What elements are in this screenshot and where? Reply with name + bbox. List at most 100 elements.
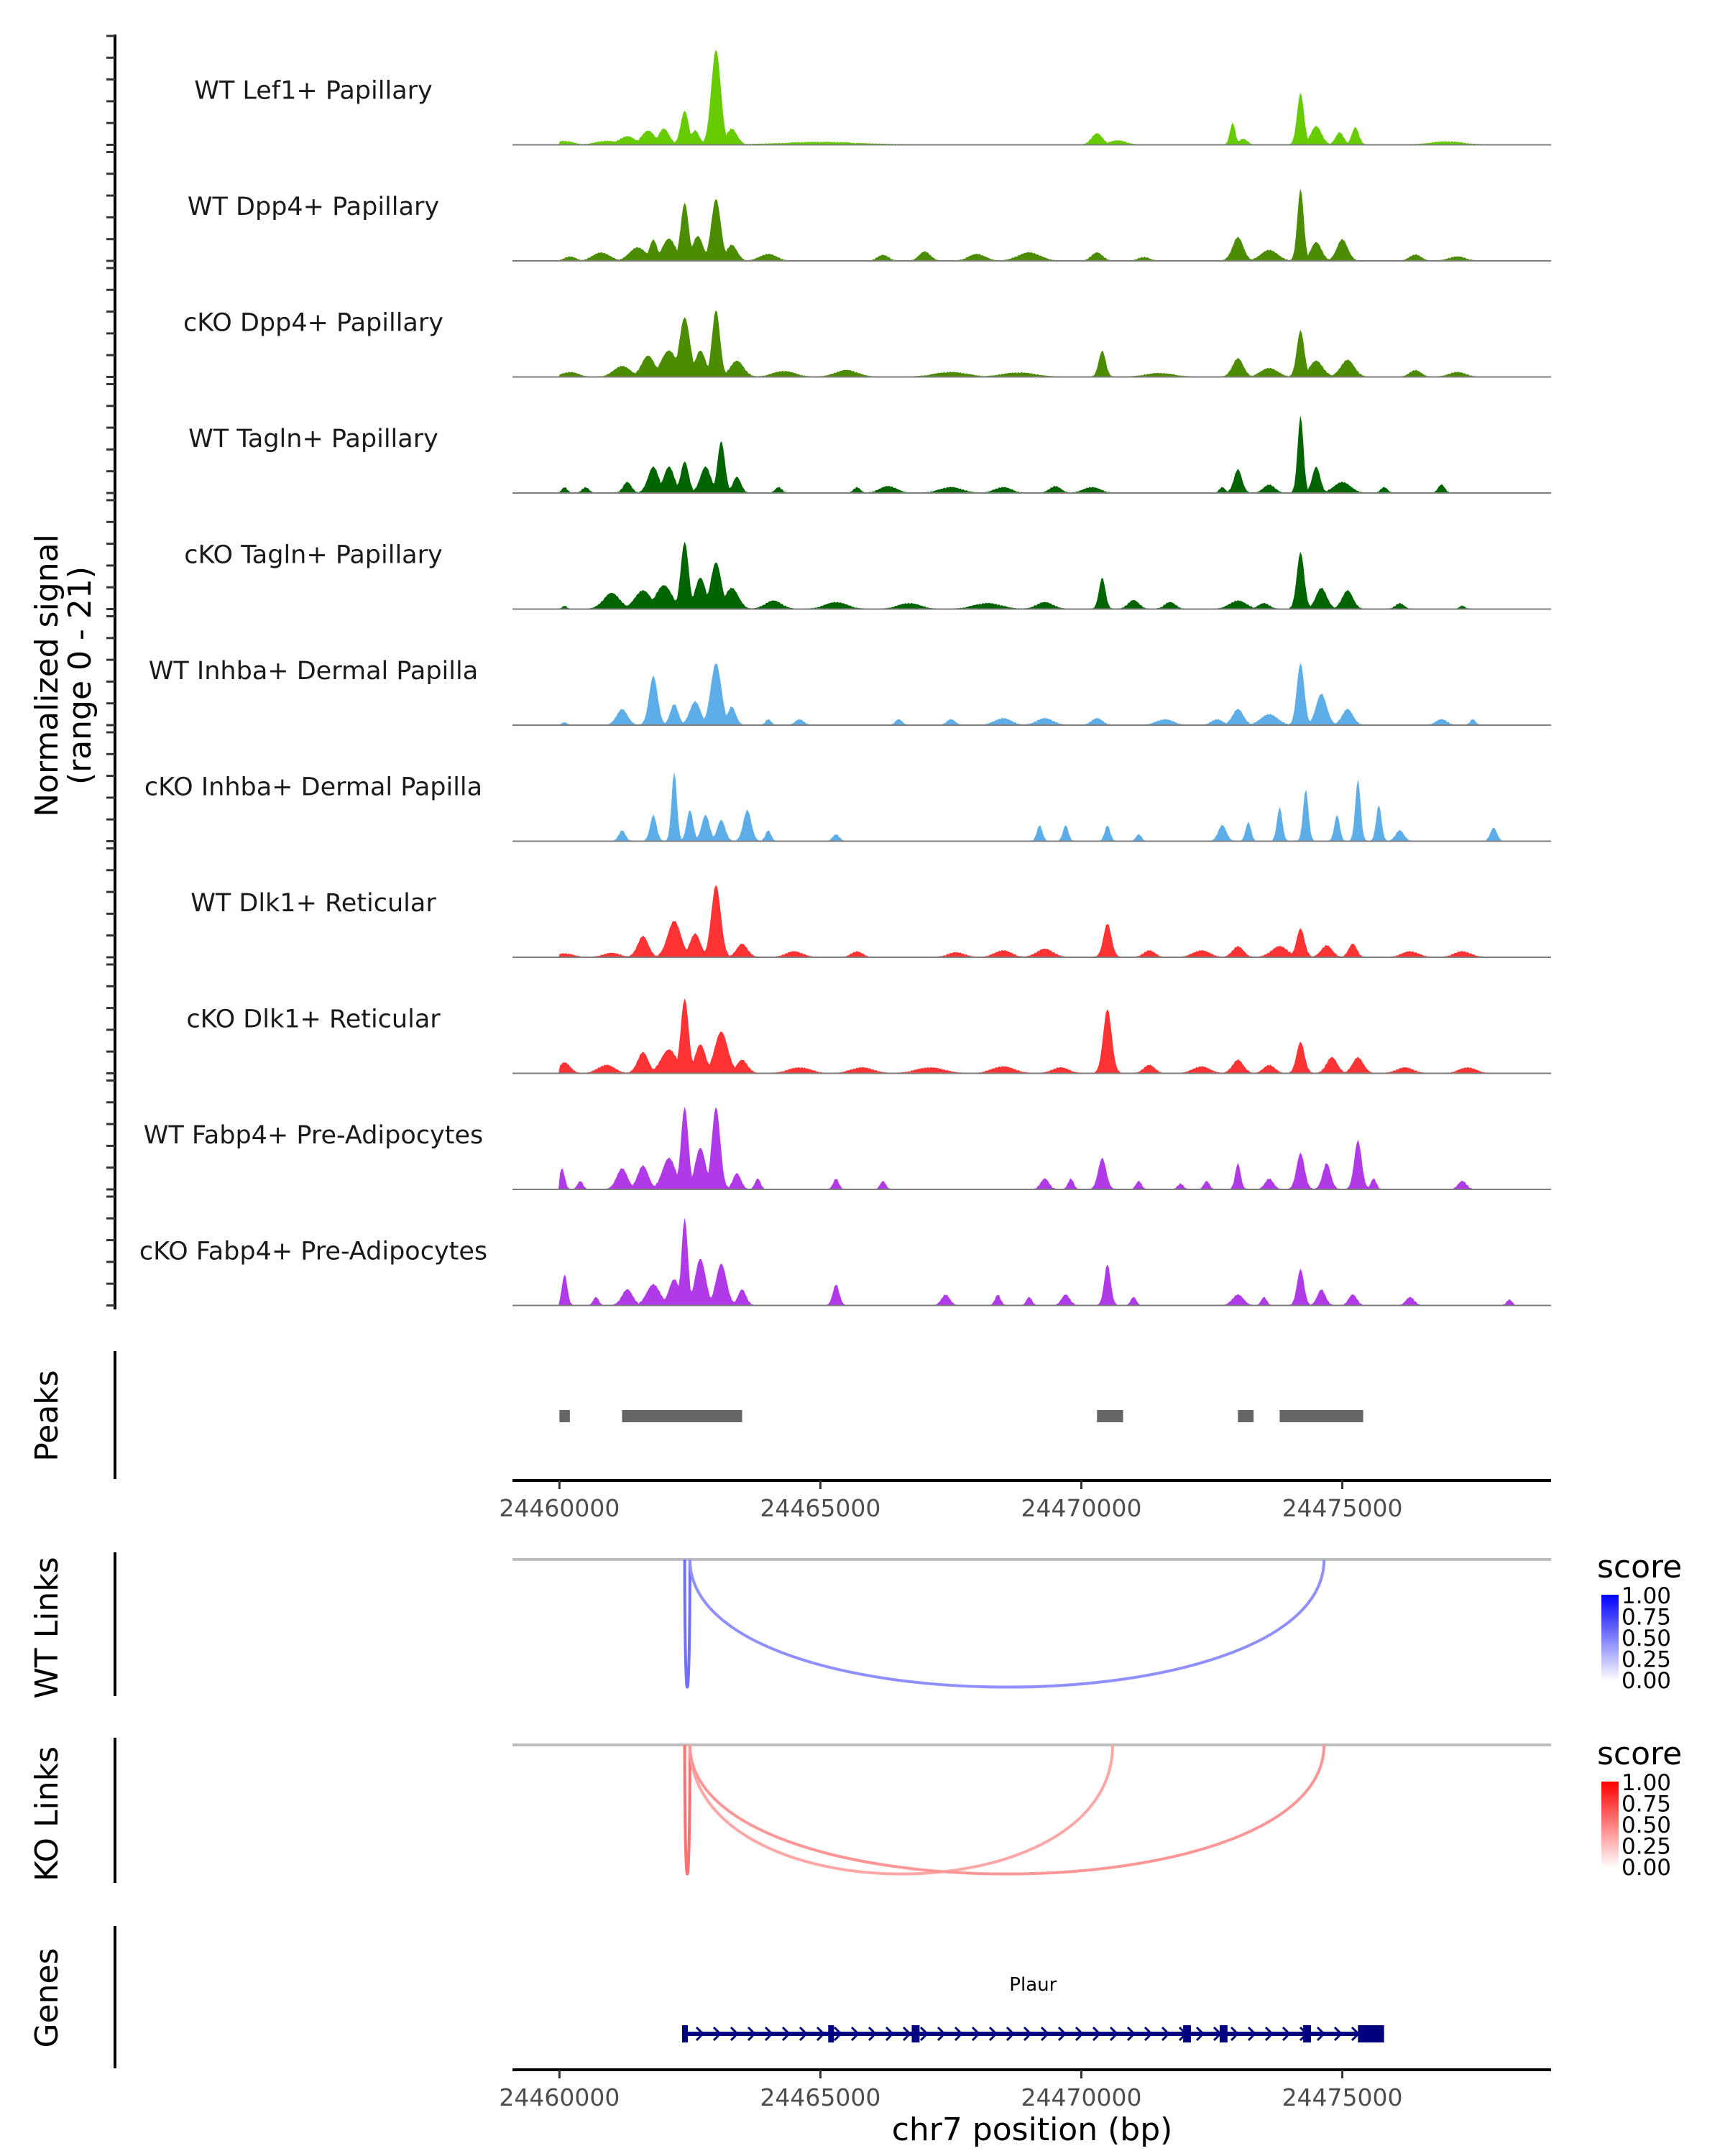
- legend-colorbar: [1601, 1782, 1619, 1868]
- gene-name: Plaur: [1009, 1974, 1057, 1996]
- legend-tick-label: 1.00: [1622, 1583, 1671, 1609]
- coverage-track: WT Fabp4+ Pre-Adipocytes: [106, 1079, 1551, 1191]
- strand-arrow-icon: [764, 2026, 774, 2042]
- coverage-track: WT Inhba+ Dermal Papilla: [106, 615, 1551, 727]
- gene-exon: [681, 2025, 688, 2042]
- strand-arrow-icon: [937, 2026, 947, 2042]
- strand-arrow-icon: [1075, 2026, 1085, 2042]
- links-label: KO Links: [29, 1746, 65, 1881]
- gene-exon: [1303, 2025, 1311, 2042]
- strand-arrow-icon: [850, 2026, 860, 2042]
- coverage-track: cKO Dlk1+ Reticular: [106, 963, 1551, 1074]
- gene-exon: [1219, 2025, 1228, 2042]
- coverage-track: cKO Tagln+ Papillary: [106, 499, 1551, 610]
- strand-arrow-icon: [885, 2026, 895, 2042]
- legend-tick-label: 1.00: [1622, 1770, 1671, 1796]
- coverage-track: cKO Fabp4+ Pre-Adipocytes: [106, 1195, 1551, 1307]
- link-arc: [683, 1559, 691, 1689]
- peaks-x-tick-label: 24460000: [499, 1494, 620, 1522]
- coverage-tracks: WT Lef1+ Papillary WT Dpp4+ Papillary cKO …: [106, 34, 1551, 1309]
- legend-tick-label: 0.25: [1622, 1647, 1671, 1673]
- coverage-area: [512, 188, 1551, 261]
- coverage-track: WT Lef1+ Papillary: [106, 34, 1551, 146]
- strand-arrow-icon: [1126, 2026, 1136, 2042]
- coverage-track: WT Tagln+ Papillary: [106, 383, 1551, 494]
- link-arc: [683, 1744, 691, 1876]
- gene-exon: [1358, 2025, 1384, 2042]
- coverage-area: [512, 998, 1551, 1074]
- track-label: WT Tagln+ Papillary: [188, 425, 438, 453]
- gene-exon: [911, 2025, 920, 2042]
- track-label: cKO Dpp4+ Papillary: [183, 309, 443, 338]
- gene-exon: [828, 2025, 834, 2042]
- coverage-track: WT Dlk1+ Reticular: [106, 847, 1551, 959]
- strand-arrow-icon: [747, 2026, 757, 2042]
- strand-arrow-icon: [730, 2026, 740, 2042]
- strand-arrow-icon: [816, 2026, 826, 2042]
- genes-x-tick-label: 24460000: [499, 2083, 620, 2111]
- coverage-area: [512, 1217, 1551, 1306]
- track-label: WT Lef1+ Papillary: [194, 77, 433, 106]
- legend-tick-label: 0.50: [1622, 1626, 1671, 1651]
- coverage-area: [512, 1107, 1551, 1189]
- strand-arrow-icon: [902, 2026, 912, 2042]
- genes-x-tick-label: 24465000: [760, 2083, 880, 2111]
- strand-arrow-icon: [1040, 2026, 1050, 2042]
- coverage-area: [512, 310, 1551, 377]
- peak-region: [1238, 1410, 1254, 1422]
- y-axis-title: Normalized signal (range 0 - 21): [29, 534, 98, 817]
- legend-tick-label: 0.75: [1622, 1792, 1671, 1818]
- legend-tick-label: 0.00: [1622, 1668, 1671, 1694]
- links-label: WT Links: [29, 1557, 65, 1698]
- legend-tick-label: 0.50: [1622, 1812, 1671, 1838]
- legend-tick-label: 0.25: [1622, 1834, 1671, 1860]
- genes-label: Genes: [29, 1948, 65, 2047]
- strand-arrow-icon: [1092, 2026, 1102, 2042]
- coverage-area: [512, 415, 1551, 493]
- coverage-area: [512, 772, 1551, 842]
- track-label: cKO Fabp4+ Pre-Adipocytes: [139, 1238, 487, 1266]
- strand-arrow-icon: [1230, 2026, 1240, 2042]
- track-label: WT Dlk1+ Reticular: [190, 889, 436, 918]
- x-axis-title: chr7 position (bp): [892, 2111, 1173, 2148]
- x-axes: 24460000 24465000 24470000 24475000 24460000…: [499, 1479, 1551, 2111]
- y-axis-title-line2: (range 0 - 21): [62, 566, 98, 785]
- peaks-track: Peaks: [29, 1351, 1363, 1479]
- strand-arrow-icon: [988, 2026, 998, 2042]
- coverage-track: WT Dpp4+ Papillary: [106, 151, 1551, 262]
- track-label: WT Inhba+ Dermal Papilla: [149, 657, 478, 686]
- strand-arrow-icon: [954, 2026, 964, 2042]
- legend-title: score: [1597, 1736, 1682, 1772]
- legend-tick-label: 0.00: [1622, 1855, 1671, 1881]
- gene-exon: [1183, 2025, 1191, 2042]
- strand-arrow-icon: [919, 2026, 929, 2042]
- track-label: WT Fabp4+ Pre-Adipocytes: [144, 1121, 483, 1150]
- coverage-area: [512, 885, 1551, 957]
- y-axis-title-line1: Normalized signal: [29, 534, 65, 817]
- track-label: cKO Inhba+ Dermal Papilla: [144, 773, 482, 802]
- strand-arrow-icon: [1264, 2026, 1274, 2042]
- strand-arrow-icon: [868, 2026, 878, 2042]
- link-arc: [688, 1744, 1326, 1876]
- strand-arrow-icon: [1144, 2026, 1154, 2042]
- strand-arrow-icon: [695, 2026, 705, 2042]
- gene: Plaur: [681, 1974, 1384, 2042]
- peaks-label: Peaks: [29, 1370, 65, 1461]
- strand-arrow-icon: [1161, 2026, 1171, 2042]
- strand-arrow-icon: [1333, 2026, 1343, 2042]
- coverage-area: [512, 50, 1551, 145]
- coverage-area: [512, 663, 1551, 725]
- track-label: WT Dpp4+ Papillary: [188, 193, 439, 221]
- peak-region: [559, 1410, 570, 1422]
- peak-region: [1097, 1410, 1123, 1422]
- strand-arrow-icon: [971, 2026, 981, 2042]
- legend-colorbar: [1601, 1595, 1619, 1681]
- strand-arrow-icon: [1109, 2026, 1119, 2042]
- track-label: cKO Dlk1+ Reticular: [186, 1005, 441, 1034]
- legend-tick-label: 0.75: [1622, 1605, 1671, 1631]
- genes-x-tick-label: 24470000: [1021, 2083, 1141, 2111]
- strand-arrow-icon: [1023, 2026, 1033, 2042]
- strand-arrow-icon: [1057, 2026, 1067, 2042]
